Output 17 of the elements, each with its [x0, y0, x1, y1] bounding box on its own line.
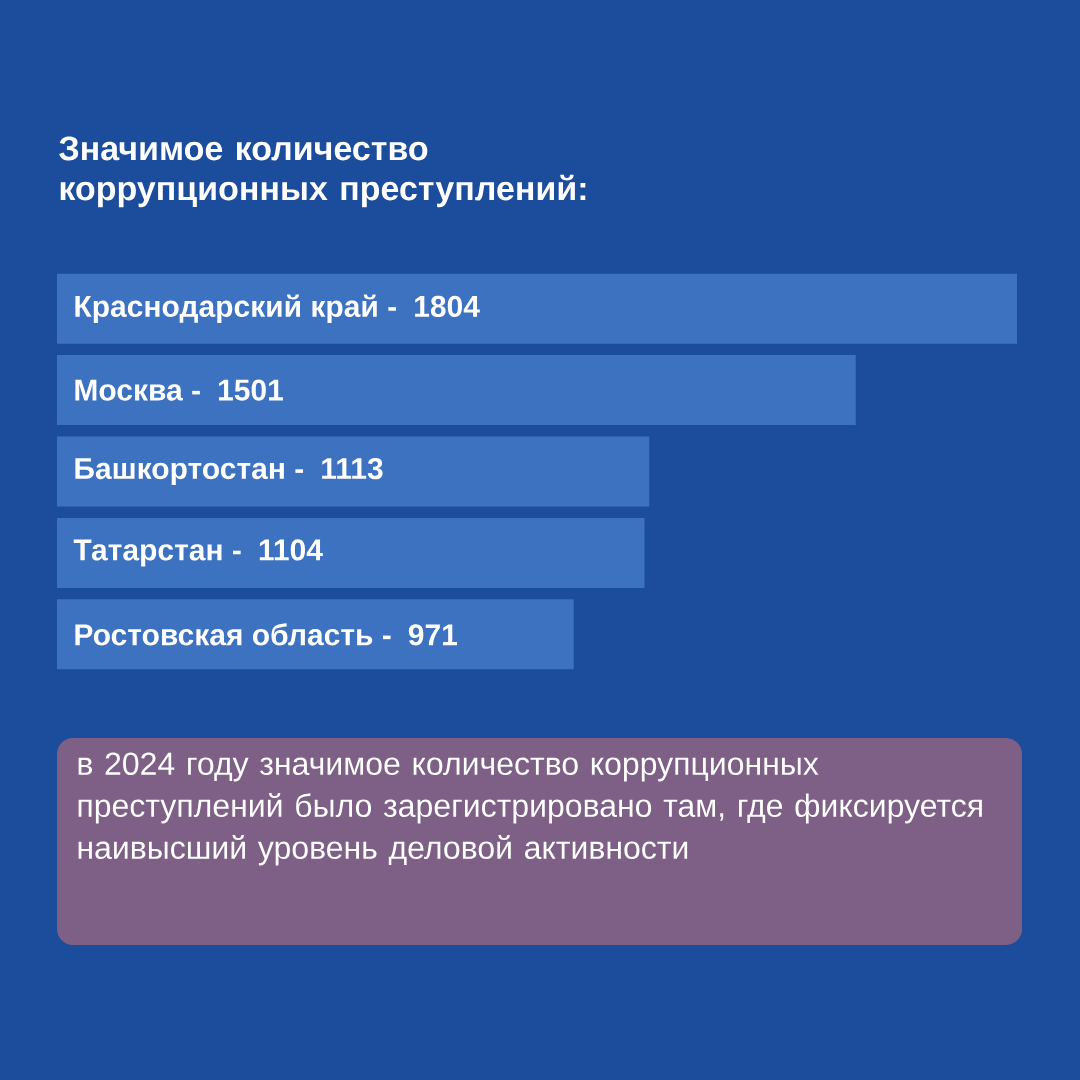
data-label: 1804: [415, 295, 480, 318]
bar: [57, 273, 1018, 344]
y-tick-label: Краснодарский край -: [75, 294, 396, 323]
data-label: 1104: [259, 539, 323, 561]
data-label: 1501: [218, 379, 283, 401]
y-tick-label: Татарстан -: [73, 539, 241, 567]
bar: [57, 517, 645, 588]
text: в 2024 году значимое количество коррупционных преступлений было зарегистрировано там, где фиксируется наивысший уровень деловой активности: [78, 752, 982, 866]
bar: [57, 436, 650, 507]
data-label: 971: [408, 624, 458, 646]
y-tick-label: Москва -: [75, 379, 200, 401]
data-label: 1113: [322, 457, 383, 480]
y-tick-label: Башкортостан -: [75, 458, 304, 486]
chart-title: Значимое количество коррупционных преступлений:: [59, 136, 586, 208]
bar: [57, 599, 574, 670]
y-tick-label: Ростовская область -: [75, 623, 391, 646]
bar: [57, 355, 856, 426]
